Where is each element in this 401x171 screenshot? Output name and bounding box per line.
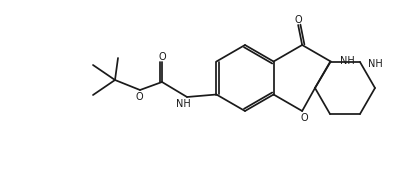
Text: O: O xyxy=(294,15,302,25)
Text: NH: NH xyxy=(368,59,383,69)
Text: NH: NH xyxy=(176,99,190,109)
Text: O: O xyxy=(158,52,166,62)
Text: NH: NH xyxy=(340,56,354,65)
Text: O: O xyxy=(300,113,308,123)
Text: O: O xyxy=(135,92,143,102)
